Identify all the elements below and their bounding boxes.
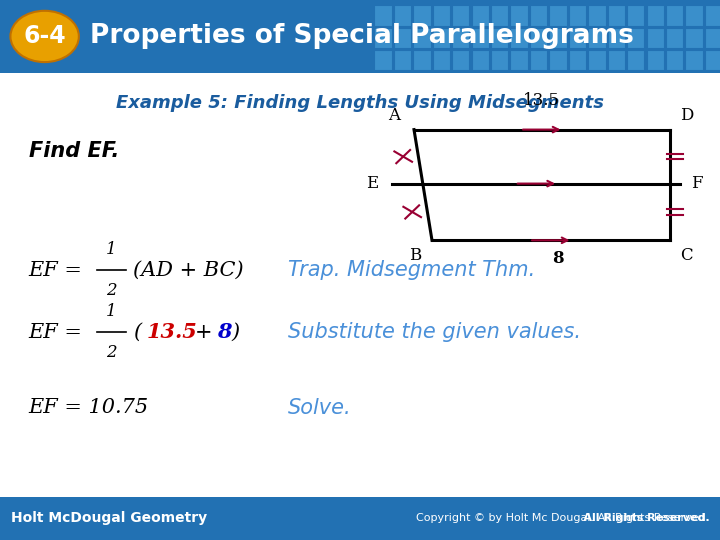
Bar xyxy=(608,50,625,70)
Bar xyxy=(491,50,508,70)
Bar xyxy=(705,50,720,70)
Bar xyxy=(374,50,392,70)
Ellipse shape xyxy=(10,11,79,62)
Text: 2: 2 xyxy=(107,282,117,299)
Bar xyxy=(569,50,586,70)
Text: Find EF.: Find EF. xyxy=(29,141,119,161)
Bar xyxy=(666,50,683,70)
Bar xyxy=(0,0,720,73)
Text: Trap. Midsegment Thm.: Trap. Midsegment Thm. xyxy=(288,260,535,280)
Bar xyxy=(530,50,547,70)
Text: 13.5: 13.5 xyxy=(146,322,197,342)
Bar xyxy=(549,5,567,26)
Bar xyxy=(627,50,644,70)
Text: 8: 8 xyxy=(217,322,231,342)
Bar xyxy=(452,50,469,70)
Bar xyxy=(666,5,683,26)
Text: (: ( xyxy=(133,322,141,342)
Text: C: C xyxy=(680,247,693,264)
Text: All Rights Reserved.: All Rights Reserved. xyxy=(502,514,709,523)
Bar xyxy=(374,28,392,48)
Bar xyxy=(433,50,450,70)
Text: Substitute the given values.: Substitute the given values. xyxy=(288,322,581,342)
Bar xyxy=(569,5,586,26)
Text: 1: 1 xyxy=(107,303,117,320)
Bar xyxy=(472,50,489,70)
Bar xyxy=(530,5,547,26)
Bar xyxy=(627,28,644,48)
Bar xyxy=(549,50,567,70)
Text: 6-4: 6-4 xyxy=(23,24,66,49)
Bar xyxy=(627,5,644,26)
Text: F: F xyxy=(691,175,703,192)
Text: EF =: EF = xyxy=(29,260,83,280)
Bar xyxy=(491,5,508,26)
Bar xyxy=(433,28,450,48)
Bar xyxy=(569,28,586,48)
Text: E: E xyxy=(366,175,378,192)
Bar xyxy=(647,28,664,48)
Bar xyxy=(452,5,469,26)
Text: 8: 8 xyxy=(552,250,564,267)
Bar xyxy=(510,50,528,70)
Bar xyxy=(0,497,720,540)
Text: 1: 1 xyxy=(107,241,117,258)
Bar xyxy=(647,5,664,26)
Bar xyxy=(530,28,547,48)
Bar xyxy=(666,28,683,48)
Bar xyxy=(413,50,431,70)
Bar xyxy=(549,28,567,48)
Bar xyxy=(394,5,411,26)
Text: A: A xyxy=(387,107,400,124)
Bar xyxy=(394,50,411,70)
Text: Example 5: Finding Lengths Using Midsegments: Example 5: Finding Lengths Using Midsegm… xyxy=(116,93,604,112)
Text: +: + xyxy=(195,322,212,342)
Bar xyxy=(588,50,606,70)
Bar xyxy=(472,28,489,48)
Bar xyxy=(413,5,431,26)
Bar xyxy=(374,5,392,26)
Text: (AD + BC): (AD + BC) xyxy=(133,260,244,280)
Bar xyxy=(510,5,528,26)
Text: 13.5: 13.5 xyxy=(523,92,560,109)
Bar xyxy=(588,28,606,48)
Text: Holt McDougal Geometry: Holt McDougal Geometry xyxy=(11,511,207,525)
Bar xyxy=(705,28,720,48)
Bar xyxy=(452,28,469,48)
Text: Solve.: Solve. xyxy=(288,397,351,418)
Bar xyxy=(472,5,489,26)
Text: Properties of Special Parallelograms: Properties of Special Parallelograms xyxy=(90,23,634,50)
Text: 2: 2 xyxy=(107,344,117,361)
Bar xyxy=(685,5,703,26)
Bar xyxy=(588,5,606,26)
Text: B: B xyxy=(409,247,421,264)
Bar xyxy=(685,50,703,70)
Text: EF =: EF = xyxy=(29,322,83,342)
Text: ): ) xyxy=(231,322,239,342)
Text: D: D xyxy=(680,107,694,124)
Text: EF = 10.75: EF = 10.75 xyxy=(29,398,149,417)
Bar xyxy=(433,5,450,26)
Bar xyxy=(705,5,720,26)
Bar xyxy=(685,28,703,48)
Bar xyxy=(413,28,431,48)
Bar xyxy=(491,28,508,48)
Text: Copyright © by Holt Mc Dougal. All Rights Reserved.: Copyright © by Holt Mc Dougal. All Right… xyxy=(416,514,709,523)
Bar xyxy=(394,28,411,48)
Bar xyxy=(510,28,528,48)
Bar xyxy=(608,5,625,26)
Bar xyxy=(608,28,625,48)
Bar xyxy=(647,50,664,70)
